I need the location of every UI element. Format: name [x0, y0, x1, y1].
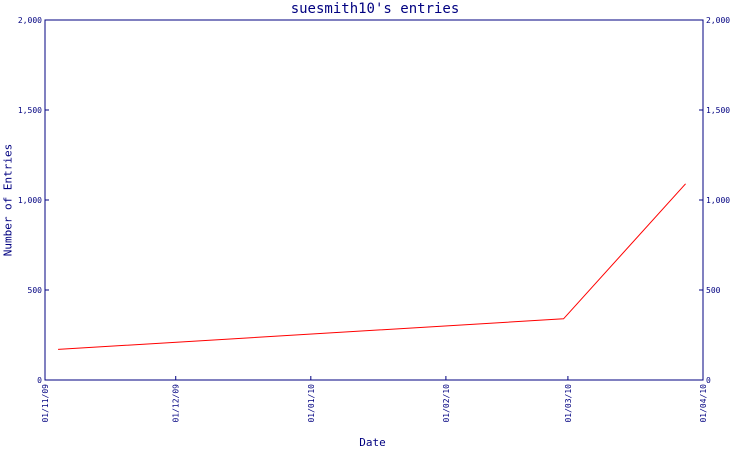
y-tick-label-left: 1,500: [18, 106, 42, 115]
x-tick-label: 01/02/10: [442, 384, 451, 423]
x-tick-label: 01/12/09: [172, 384, 181, 423]
y-tick-label-right: 0: [706, 376, 711, 385]
x-tick-label: 01/04/10: [699, 384, 708, 423]
y-tick-label-right: 1,000: [706, 196, 730, 205]
y-tick-label-left: 2,000: [18, 16, 42, 25]
x-tick-label: 01/11/09: [41, 384, 50, 423]
series-line: [58, 183, 686, 350]
y-tick-label-left: 0: [37, 376, 42, 385]
y-tick-label-left: 1,000: [18, 196, 42, 205]
y-tick-label-right: 1,500: [706, 106, 730, 115]
y-tick-label-left: 500: [28, 286, 43, 295]
y-tick-label-right: 2,000: [706, 16, 730, 25]
y-tick-label-right: 500: [706, 286, 721, 295]
plot-frame: [44, 19, 704, 381]
x-tick-label: 01/01/10: [307, 384, 316, 423]
x-tick-label: 01/03/10: [564, 384, 573, 423]
chart-title: suesmith10's entries: [290, 1, 460, 17]
y-axis-label: Number of Entries: [1, 143, 15, 257]
x-axis-label: Date: [359, 436, 386, 449]
